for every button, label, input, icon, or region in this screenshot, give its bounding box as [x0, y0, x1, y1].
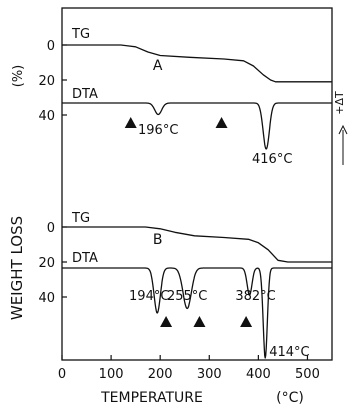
labels-layer: 0 100 200 300 400 500 0 20 40 TG DTA A 196°C 416°C 0 20…: [38, 27, 319, 382]
delta-t-label: +ΔT: [333, 91, 346, 115]
x-tick-label: 100: [99, 367, 124, 382]
dta-curve: [61, 267, 333, 359]
triangle-marker-icon: [193, 316, 206, 327]
x-tick-label: 500: [295, 367, 320, 382]
triangle-marker-icon: [124, 117, 137, 128]
triangle-marker-icon: [215, 117, 228, 128]
x-tick-label: 0: [58, 367, 66, 382]
plot-frame: [61, 7, 333, 361]
x-axis-label: TEMPERATURE: [100, 390, 203, 406]
y-tick-label: 20: [38, 256, 55, 271]
tg-curve: [62, 44, 332, 83]
dta-series-label: DTA: [72, 87, 98, 102]
panel-label: A: [153, 58, 163, 74]
curves-layer: [61, 44, 333, 359]
peak-label: 255°C: [167, 289, 207, 304]
peak-label: 416°C: [252, 152, 292, 167]
y-axis-label: WEIGHT LOSS: [8, 216, 26, 320]
tg-curve: [62, 226, 332, 263]
dta-series-label: DTA: [72, 251, 98, 266]
tg-series-label: TG: [71, 27, 90, 42]
peak-label: 414°C: [269, 345, 309, 360]
peak-label: 194°C: [129, 289, 169, 304]
ticks-layer: [61, 44, 309, 360]
y-tick-label: 40: [38, 291, 55, 306]
peak-label: 196°C: [138, 123, 178, 138]
x-tick-label: 200: [148, 367, 173, 382]
x-axis-unit: (°C): [276, 390, 304, 406]
y-tick-label: 0: [47, 39, 55, 54]
triangle-marker-icon: [240, 316, 253, 327]
panel-label: B: [153, 232, 163, 248]
x-tick-label: 300: [197, 367, 222, 382]
y-axis-unit: (%): [11, 65, 26, 88]
y-tick-label: 20: [38, 74, 55, 89]
x-tick-label: 400: [246, 367, 271, 382]
delta-t-arrow-icon: [338, 124, 348, 135]
y-tick-label: 40: [38, 109, 55, 124]
dta-curve: [61, 102, 333, 150]
y-tick-label: 0: [47, 221, 55, 236]
triangle-marker-icon: [160, 316, 173, 327]
peak-label: 382°C: [235, 289, 275, 304]
tg-series-label: TG: [71, 211, 90, 226]
